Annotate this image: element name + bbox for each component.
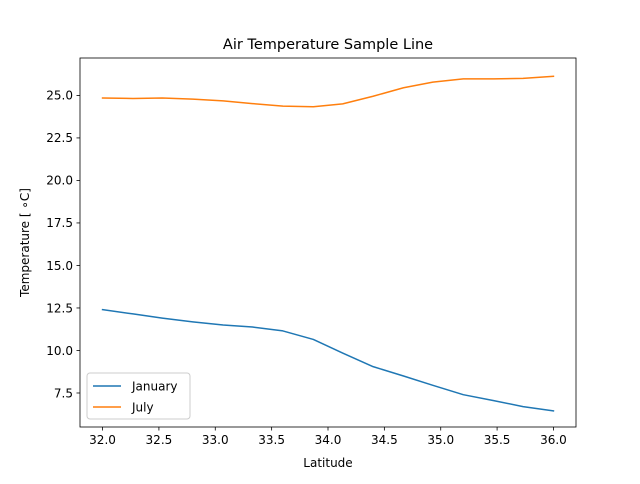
legend: January July: [86, 372, 191, 420]
plot-frame: [79, 57, 577, 428]
chart-title: Air Temperature Sample Line: [223, 37, 433, 53]
x-tick-label: 34.0: [315, 433, 342, 447]
x-tick-label: 32.0: [89, 433, 116, 447]
legend-label-january: January: [131, 379, 178, 393]
y-tick-label: 22.5: [46, 131, 73, 145]
y-tick-label: 10.0: [46, 344, 73, 358]
y-tick-label: 20.0: [46, 174, 73, 188]
series-line-january: [101, 308, 555, 412]
y-tick-label: 7.5: [54, 386, 73, 400]
legend-label-july: July: [131, 400, 154, 414]
x-tick-label: 32.5: [146, 433, 173, 447]
y-axis: 7.5 10.0 12.5 15.0 17.5 20.0 22.5 25.0: [46, 89, 80, 400]
series-january: [101, 308, 555, 412]
y-tick-label: 15.0: [46, 259, 73, 273]
x-tick-label: 36.0: [540, 433, 567, 447]
x-tick-label: 35.0: [427, 433, 454, 447]
x-axis: 32.0 32.5 33.0 33.5 34.0 34.5 35.0 35.5 36.0: [89, 427, 567, 447]
y-tick-label: 25.0: [46, 89, 73, 103]
x-tick-label: 33.5: [258, 433, 285, 447]
x-tick-label: 35.5: [484, 433, 511, 447]
series-layer: [101, 75, 555, 412]
series-july: [101, 75, 555, 108]
x-tick-label: 33.0: [202, 433, 229, 447]
x-axis-label: Latitude: [303, 456, 352, 470]
y-tick-label: 17.5: [46, 216, 73, 230]
series-line-july: [101, 75, 555, 108]
y-axis-label: Temperature [ ∘C]: [18, 188, 32, 298]
y-tick-label: 12.5: [46, 301, 73, 315]
x-tick-label: 34.5: [371, 433, 398, 447]
